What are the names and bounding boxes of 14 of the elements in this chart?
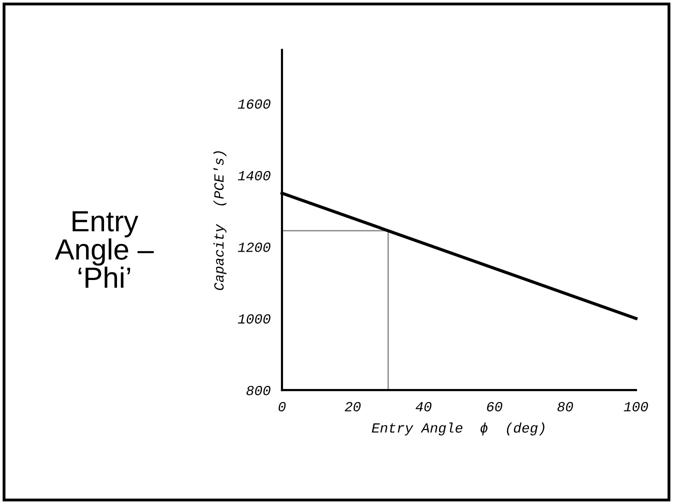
text: Entry Angle – ‘Phi’ xyxy=(54,211,154,288)
x-tick-label: 100 xyxy=(624,402,648,412)
y-tick-label: 1400 xyxy=(238,170,270,180)
y-tick-label: 800 xyxy=(246,386,270,396)
x-tick-label: 80 xyxy=(557,402,574,412)
y-tick-label: 1000 xyxy=(238,314,270,324)
x-tick-label: 20 xyxy=(344,402,361,412)
x-tick-label: 60 xyxy=(487,402,502,412)
y-axis-title: Capacity (PCE's) xyxy=(213,151,226,290)
x-axis-title: Entry Angle ϕ (deg) xyxy=(372,422,544,436)
y-tick-label: 1600 xyxy=(238,99,270,109)
x-tick-label: 0 xyxy=(278,402,286,412)
y-tick-label: 1200 xyxy=(238,242,270,252)
x-tick-label: 40 xyxy=(416,402,432,412)
